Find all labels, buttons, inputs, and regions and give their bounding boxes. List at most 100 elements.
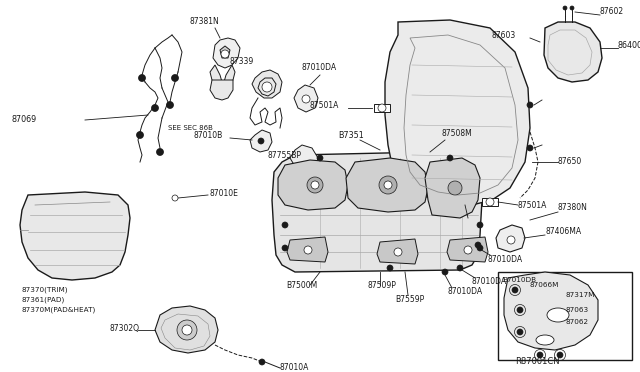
Text: B7010DB: B7010DB (502, 277, 536, 283)
Text: 87069: 87069 (12, 115, 37, 125)
Text: 87062: 87062 (565, 319, 588, 325)
Circle shape (172, 74, 179, 81)
Text: 87066M: 87066M (530, 282, 559, 288)
Circle shape (282, 245, 288, 251)
Circle shape (259, 359, 265, 365)
Circle shape (537, 352, 543, 358)
Text: 87361(PAD): 87361(PAD) (22, 297, 65, 303)
Circle shape (477, 245, 483, 251)
Text: 87380N: 87380N (558, 203, 588, 212)
Circle shape (304, 246, 312, 254)
Text: 86400: 86400 (618, 41, 640, 49)
Circle shape (447, 155, 453, 161)
Text: 87603: 87603 (492, 31, 516, 39)
Circle shape (258, 138, 264, 144)
Circle shape (394, 248, 402, 256)
Polygon shape (287, 237, 328, 262)
Text: 87381N: 87381N (190, 17, 220, 26)
Text: 87755BP: 87755BP (268, 151, 302, 160)
Circle shape (136, 131, 143, 138)
Polygon shape (294, 85, 318, 112)
Polygon shape (252, 70, 282, 98)
Circle shape (311, 181, 319, 189)
Circle shape (302, 95, 310, 103)
Polygon shape (496, 225, 525, 252)
Circle shape (557, 352, 563, 358)
Circle shape (177, 320, 197, 340)
Polygon shape (278, 160, 348, 210)
Circle shape (512, 287, 518, 293)
Circle shape (379, 176, 397, 194)
Ellipse shape (547, 308, 569, 322)
Circle shape (138, 74, 145, 81)
Polygon shape (20, 192, 130, 280)
Polygon shape (250, 130, 272, 152)
Circle shape (442, 269, 448, 275)
Circle shape (507, 236, 515, 244)
Text: 87010A: 87010A (280, 363, 309, 372)
Circle shape (262, 82, 272, 92)
Circle shape (477, 222, 483, 228)
Polygon shape (213, 38, 240, 68)
Text: 87010E: 87010E (210, 189, 239, 198)
Text: R87001CN: R87001CN (515, 357, 560, 366)
Circle shape (475, 242, 481, 248)
Text: 87501A: 87501A (518, 201, 547, 209)
Polygon shape (220, 46, 230, 58)
Circle shape (464, 246, 472, 254)
Polygon shape (224, 65, 235, 85)
Polygon shape (374, 104, 390, 112)
Circle shape (486, 198, 494, 206)
Text: SEE SEC 86B: SEE SEC 86B (168, 125, 213, 131)
Circle shape (378, 104, 386, 112)
Circle shape (221, 50, 229, 58)
Text: 87063: 87063 (565, 307, 588, 313)
Polygon shape (272, 152, 482, 272)
Polygon shape (385, 20, 530, 205)
Circle shape (317, 155, 323, 161)
Polygon shape (377, 239, 418, 264)
Text: 87370M(PAD&HEAT): 87370M(PAD&HEAT) (22, 307, 96, 313)
Circle shape (282, 222, 288, 228)
Circle shape (563, 6, 567, 10)
Text: 87650: 87650 (558, 157, 582, 167)
Circle shape (152, 105, 159, 112)
Text: 87602: 87602 (600, 7, 624, 16)
Circle shape (570, 6, 574, 10)
Text: B7351: B7351 (338, 131, 364, 140)
Polygon shape (210, 65, 222, 85)
Text: 87010DA: 87010DA (302, 64, 337, 73)
Text: 87509P: 87509P (368, 280, 397, 289)
Text: 87010DA: 87010DA (488, 256, 523, 264)
Circle shape (387, 265, 393, 271)
Polygon shape (210, 80, 233, 100)
Circle shape (517, 307, 523, 313)
Text: 87339: 87339 (230, 58, 254, 67)
Ellipse shape (536, 335, 554, 345)
Text: 87370(TRIM): 87370(TRIM) (22, 287, 68, 293)
Text: 87010B: 87010B (194, 131, 223, 140)
Polygon shape (155, 306, 218, 353)
Text: 87010DA: 87010DA (448, 288, 483, 296)
Circle shape (527, 145, 533, 151)
Polygon shape (258, 78, 276, 96)
Text: 87501A: 87501A (310, 100, 339, 109)
Circle shape (307, 177, 323, 193)
Circle shape (517, 329, 523, 335)
Circle shape (182, 325, 192, 335)
Polygon shape (504, 272, 598, 350)
Text: B7500M: B7500M (286, 280, 317, 289)
Circle shape (527, 102, 533, 108)
Polygon shape (346, 158, 428, 212)
Text: 87406MA: 87406MA (545, 228, 581, 237)
Circle shape (448, 181, 462, 195)
Circle shape (157, 148, 163, 155)
Circle shape (166, 102, 173, 109)
Bar (498, 272, 632, 360)
Polygon shape (482, 198, 498, 206)
Circle shape (457, 265, 463, 271)
Text: 87010DA: 87010DA (472, 278, 507, 286)
Circle shape (384, 181, 392, 189)
Polygon shape (447, 237, 488, 262)
Text: 87302Q: 87302Q (110, 324, 140, 333)
